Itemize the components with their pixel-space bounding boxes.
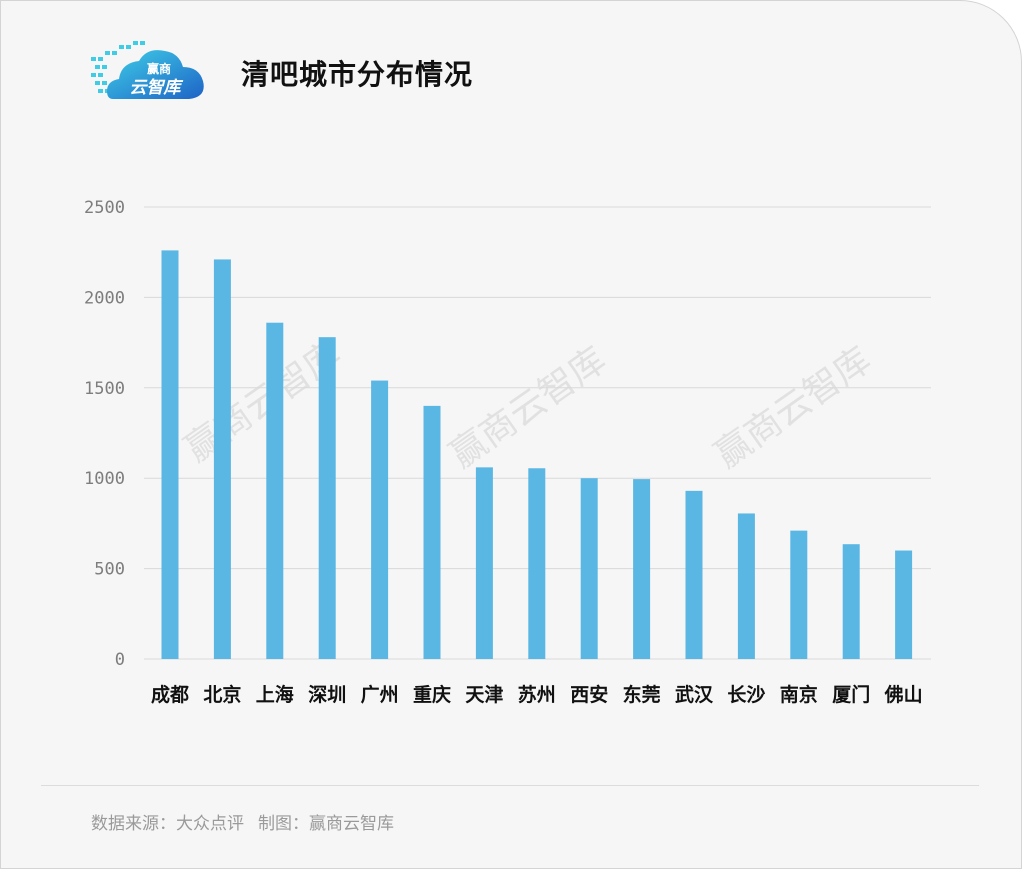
- bar: [318, 337, 336, 659]
- bar: [528, 468, 546, 659]
- y-tick-label: 1500: [84, 379, 125, 399]
- bar: [213, 259, 231, 659]
- bar: [737, 513, 755, 659]
- credit-text: 制图：赢商云智库: [258, 814, 394, 834]
- bar: [475, 467, 493, 659]
- watermark-text: 赢商云智库: [708, 340, 879, 477]
- x-category-label: 武汉: [675, 684, 714, 706]
- x-category-label: 佛山: [884, 683, 923, 706]
- cloud-logo-icon: 赢商 云智库: [91, 41, 204, 99]
- y-tick-label: 2000: [84, 288, 125, 308]
- footer-divider: [41, 785, 979, 786]
- bar: [266, 322, 284, 659]
- x-category-label: 重庆: [413, 683, 451, 706]
- y-tick-label: 1000: [84, 469, 125, 489]
- x-category-label: 厦门: [832, 683, 870, 706]
- x-category-label: 成都: [151, 683, 189, 706]
- x-category-label: 北京: [203, 683, 241, 706]
- y-tick-label: 500: [94, 560, 125, 580]
- x-category-label: 天津: [465, 683, 503, 706]
- x-category-label: 广州: [361, 683, 399, 706]
- logo-text-top: 赢商: [147, 61, 171, 76]
- bar: [580, 478, 598, 659]
- footer: 数据来源：大众点评 制图：赢商云智库: [91, 809, 394, 834]
- x-category-label: 深圳: [308, 683, 346, 706]
- bar: [633, 479, 651, 659]
- x-category-label: 东莞: [623, 683, 661, 706]
- y-axis-ticks: 0 500 1000 1500 2000 2500: [84, 198, 125, 670]
- bar: [790, 530, 808, 659]
- x-category-label: 苏州: [518, 683, 556, 706]
- bar: [161, 250, 179, 659]
- x-axis-labels: 成都 北京 上海 深圳 广州 重庆 天津 苏州 西安 东莞 武汉 长沙 南京 厦门 佛山: [151, 683, 923, 706]
- source-text: 数据来源：大众点评: [91, 814, 244, 834]
- y-tick-label: 2500: [84, 198, 125, 218]
- bar: [895, 550, 913, 659]
- x-category-label: 南京: [780, 683, 818, 706]
- logo-text-bottom: 云智库: [130, 78, 184, 98]
- page-title: 清吧城市分布情况: [241, 58, 474, 91]
- watermark-text: 赢商云智库: [443, 340, 614, 477]
- x-category-label: 西安: [570, 683, 608, 706]
- x-category-label: 上海: [256, 683, 294, 706]
- bar: [685, 490, 703, 659]
- x-category-label: 长沙: [727, 684, 765, 706]
- bars: [161, 250, 913, 659]
- bar: [423, 405, 441, 659]
- bar: [842, 544, 860, 659]
- bar: [371, 380, 389, 659]
- y-tick-label: 0: [115, 650, 125, 670]
